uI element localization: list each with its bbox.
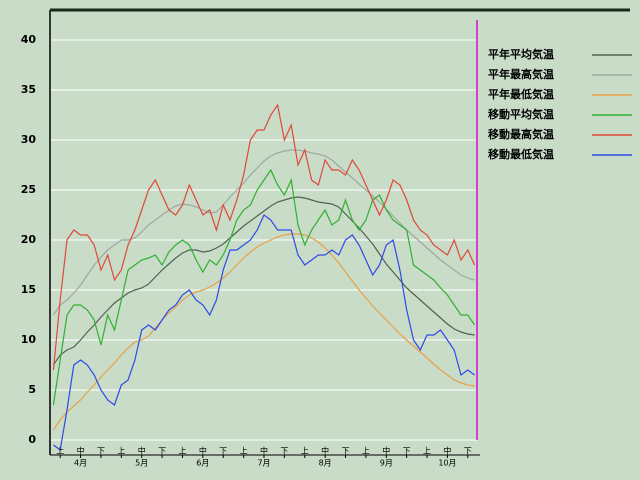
x-tick-label: 下 bbox=[219, 447, 227, 456]
y-tick-label: 10 bbox=[21, 333, 37, 346]
series-line bbox=[52, 196, 475, 366]
y-tick-label: 20 bbox=[21, 233, 37, 246]
x-tick-label: 下 bbox=[280, 447, 288, 456]
labels: 0 5 10 15 20 25 30 35 40 上 中 下 上 中 下 上 中 下 上 中 下 上 中 下 上 中 下 上 中 下 4月 5… bbox=[21, 33, 632, 468]
y-tick-label: 15 bbox=[21, 283, 36, 296]
month-label: 8月 bbox=[319, 459, 332, 468]
series-line bbox=[52, 168, 476, 406]
x-tick-label: 上 bbox=[117, 447, 125, 456]
x-tick-label: 上 bbox=[178, 447, 186, 456]
x-tick-label: 中 bbox=[382, 446, 390, 456]
y-tick-label: 40 bbox=[21, 33, 37, 46]
month-label: 9月 bbox=[380, 459, 393, 468]
x-tick-label: 中 bbox=[443, 446, 451, 456]
legend-label: 平年平均気温 bbox=[488, 47, 554, 61]
grid bbox=[50, 39, 478, 441]
x-tick-label: 下 bbox=[158, 447, 166, 456]
x-tick-label: 中 bbox=[138, 446, 146, 456]
x-tick-label: 中 bbox=[77, 446, 85, 456]
month-label: 4月 bbox=[74, 459, 87, 468]
y-tick-label: 25 bbox=[21, 183, 36, 196]
y-tick-label: 30 bbox=[21, 133, 37, 146]
x-tick-label: 下 bbox=[342, 447, 350, 456]
legend-label: 平年最低気温 bbox=[488, 87, 554, 101]
month-label: 7月 bbox=[257, 459, 270, 468]
x-tick-label: 下 bbox=[403, 447, 411, 456]
month-label: 5月 bbox=[135, 459, 148, 468]
month-label: 10月 bbox=[438, 459, 456, 468]
x-tick-label: 上 bbox=[423, 447, 431, 456]
x-tick-label: 下 bbox=[97, 447, 105, 456]
x-tick-label: 上 bbox=[240, 447, 248, 456]
legend-label: 移動最低気温 bbox=[488, 147, 554, 161]
legend-label: 移動最高気温 bbox=[488, 127, 554, 141]
x-tick-label: 中 bbox=[321, 446, 329, 456]
plot bbox=[52, 103, 476, 452]
x-tick-label: 上 bbox=[362, 447, 370, 456]
y-tick-label: 0 bbox=[28, 433, 36, 446]
x-tick-label: 上 bbox=[301, 447, 309, 456]
y-tick-label: 35 bbox=[21, 83, 36, 96]
x-tick-label: 下 bbox=[464, 447, 472, 456]
series-line bbox=[53, 214, 475, 452]
series-line bbox=[52, 103, 476, 371]
series-line bbox=[52, 233, 475, 431]
x-tick-label: 中 bbox=[199, 446, 207, 456]
month-label: 6月 bbox=[196, 459, 209, 468]
legend-label: 移動平均気温 bbox=[488, 107, 554, 121]
x-tick-label: 上 bbox=[56, 447, 64, 456]
y-tick-label: 5 bbox=[28, 383, 36, 396]
legend-label: 平年最高気温 bbox=[488, 67, 554, 81]
x-tick-label: 中 bbox=[260, 446, 268, 456]
